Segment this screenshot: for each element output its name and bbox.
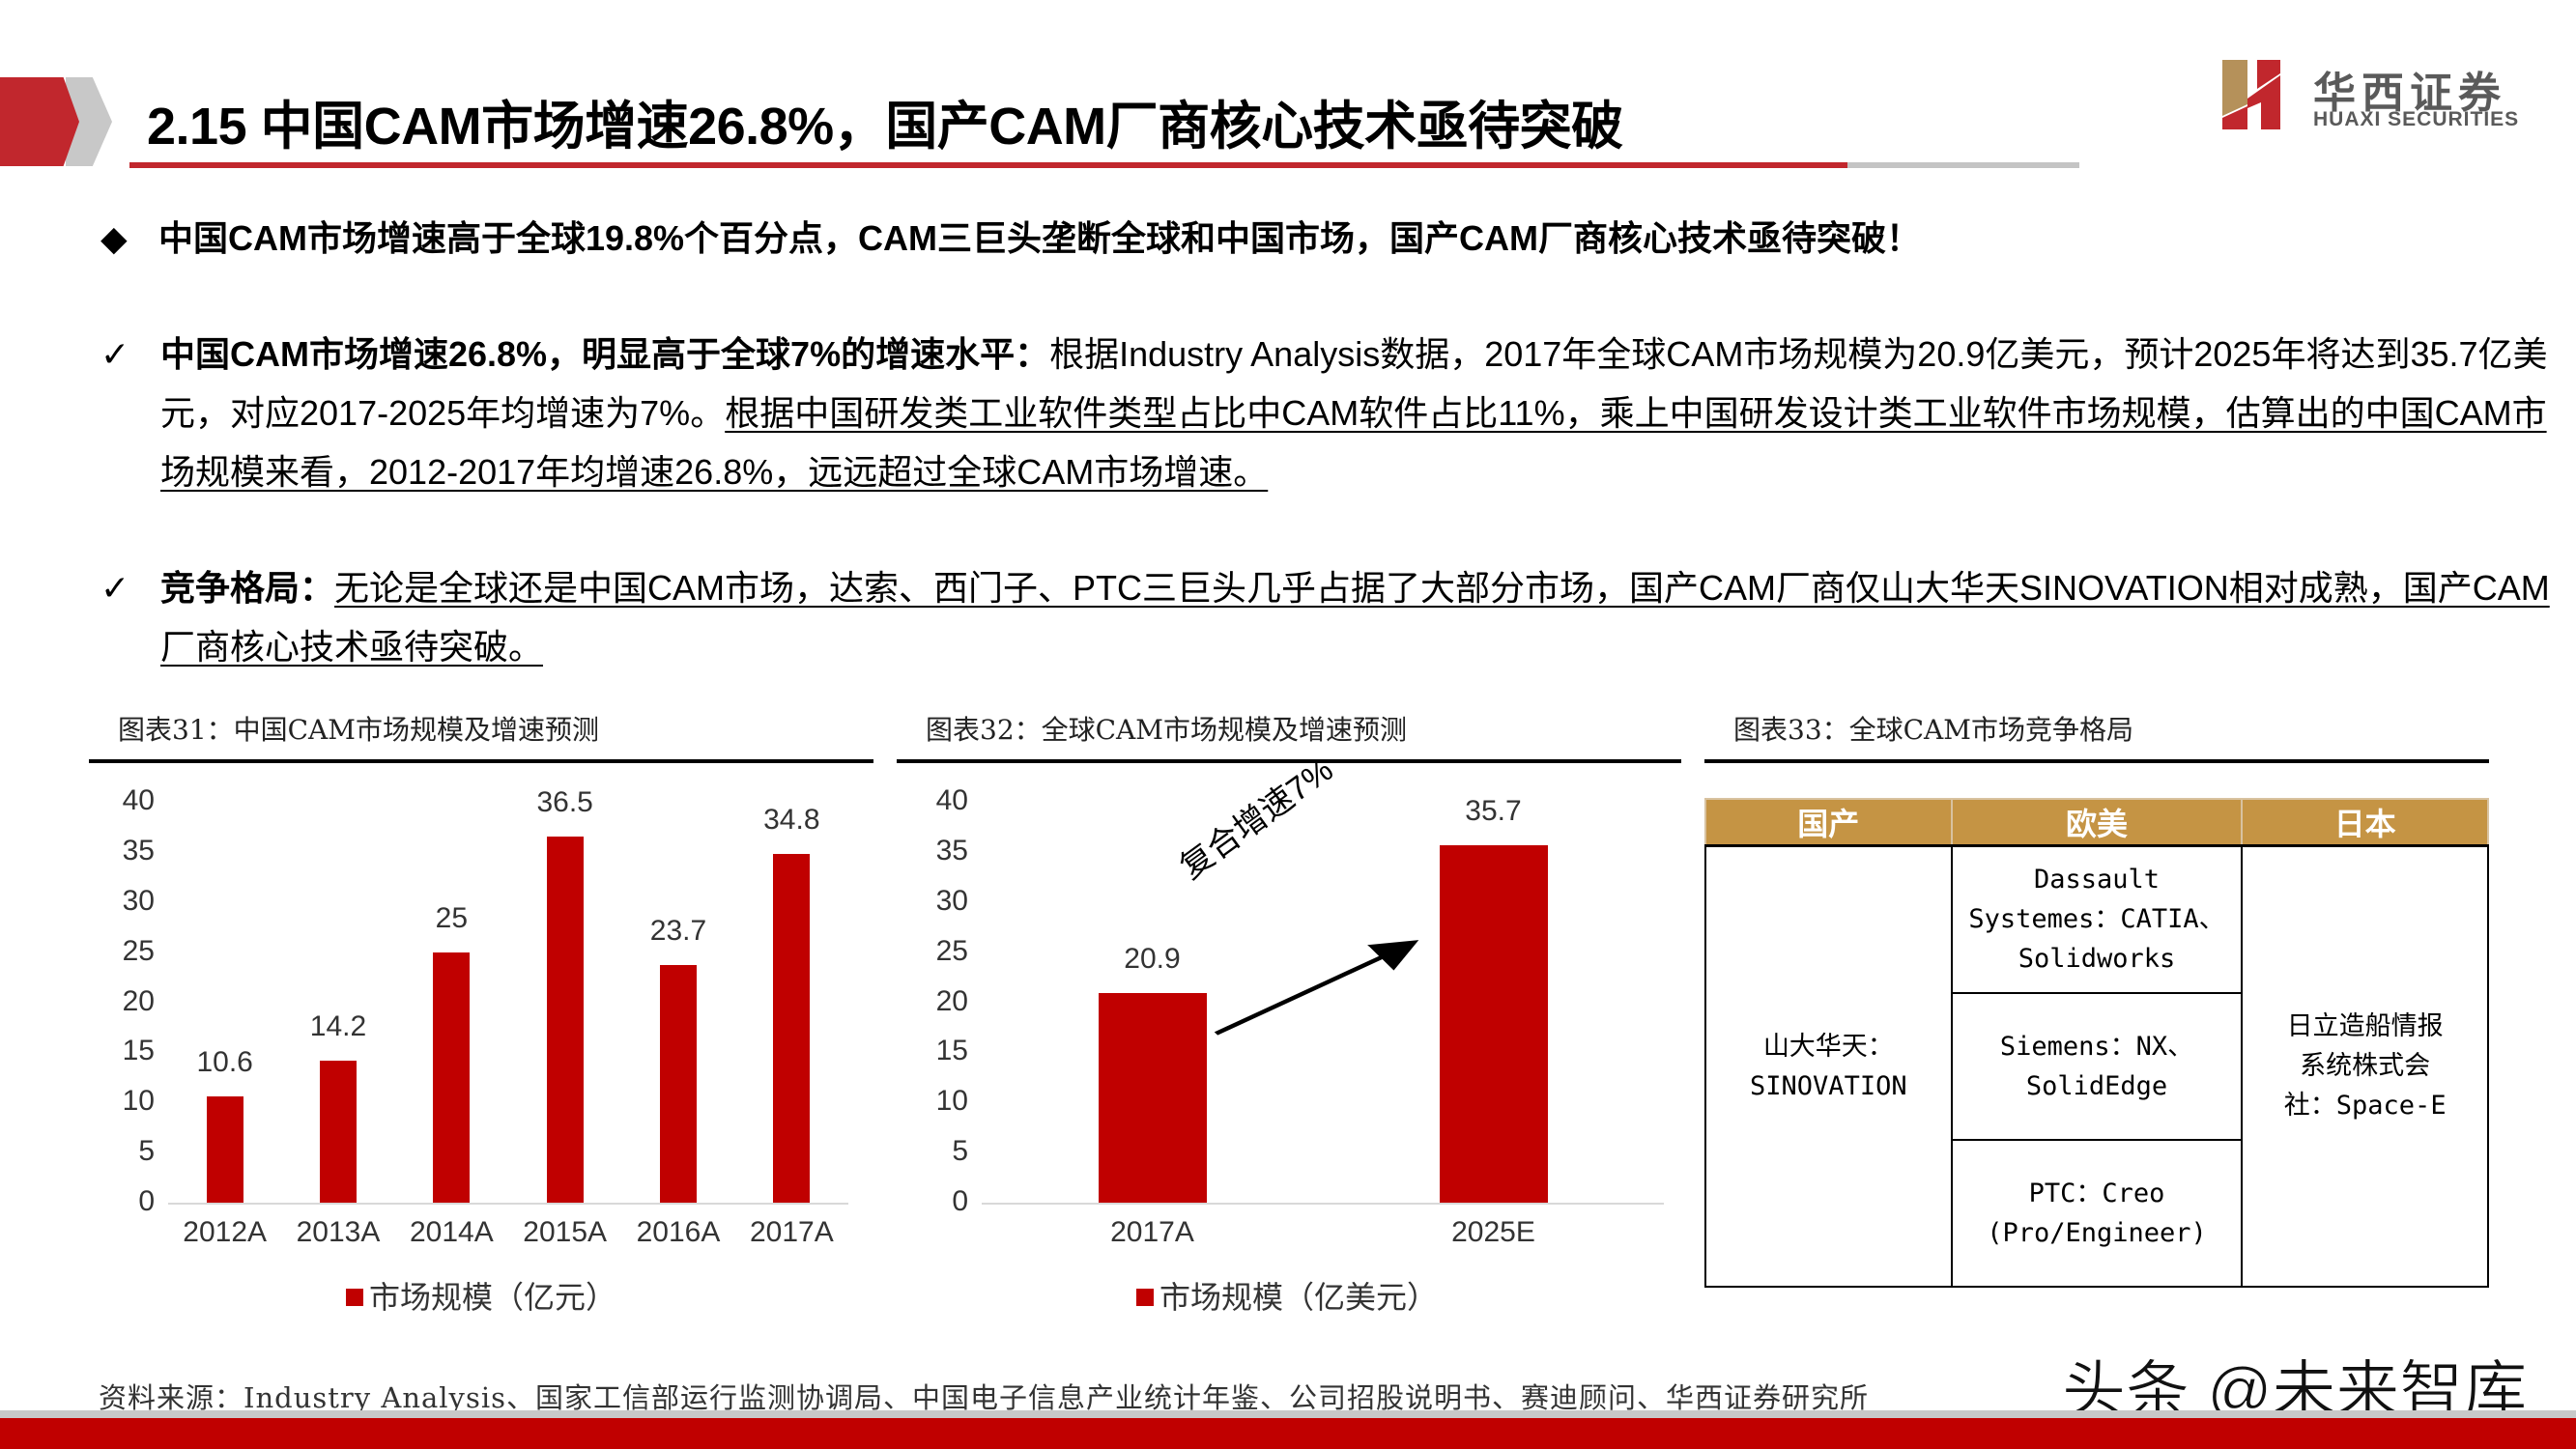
point-1-body: 根据Industry Analysis数据，2017年全球CAM市场规模为20.… — [160, 334, 2548, 433]
bar — [320, 1060, 357, 1203]
bar — [660, 965, 697, 1203]
value-label: 14.2 — [309, 1009, 367, 1042]
bar — [1439, 844, 1548, 1203]
bar — [206, 1096, 243, 1203]
competition-table: 国产 欧美 日本 山大华天： SINOVATION Dassault Systeme… — [1704, 798, 2489, 1288]
value-label: 25 — [435, 901, 469, 934]
value-label: 35.7 — [1465, 794, 1522, 827]
page-title: 2.15 中国CAM市场增速26.8%，国产CAM厂商核心技术亟待突破 — [147, 98, 1623, 156]
value-label: 20.9 — [1124, 943, 1181, 976]
y-tick-label: 15 — [122, 1035, 155, 1067]
check-icon: ✓ — [100, 568, 130, 608]
x-axis-line — [168, 1203, 848, 1205]
bar — [546, 837, 584, 1203]
y-tick-label: 0 — [952, 1185, 968, 1217]
cell-japan: 日立造船情报 系统株式会 社：Space-E — [2241, 844, 2489, 1288]
y-tick-label: 20 — [935, 984, 968, 1017]
logo-en-text: HUAXI SECURITIES — [2313, 108, 2520, 130]
logo-cn-text: 华西证券 — [2313, 69, 2506, 118]
lead-statement: ◆ 中国CAM市场增速高于全球19.8%个百分点，CAM三巨头垄断全球和中国市场，… — [100, 211, 1921, 261]
chart-31-legend: 市场规模（亿元） — [346, 1273, 616, 1318]
value-label: 10.6 — [196, 1046, 253, 1079]
col-western: 欧美 — [1950, 798, 2244, 847]
cell-dassault: Dassault Systemes：CATIA、 Solidworks — [1950, 844, 2244, 994]
chart-32-panel: 图表32：全球CAM市场规模及增速预测 0 5 10 15 20 25 30 35 40 20.9… — [897, 696, 1681, 1323]
bar — [773, 853, 811, 1203]
cell-siemens: Siemens：NX、 SolidEdge — [1950, 991, 2244, 1141]
y-tick-label: 40 — [935, 784, 968, 816]
col-domestic: 国产 — [1704, 798, 1953, 847]
col-japan: 日本 — [2241, 798, 2489, 847]
chart-31-title: 图表31：中国CAM市场规模及增速预测 — [118, 714, 599, 746]
header-chevron-red — [0, 77, 79, 166]
y-tick-label: 40 — [122, 784, 155, 816]
x-tick-label: 2025E — [1451, 1216, 1535, 1248]
x-tick-label: 2012A — [183, 1216, 268, 1248]
x-tick-label: 2017A — [1110, 1216, 1194, 1248]
point-1-heading: 中国CAM市场增速26.8%，明显高于全球7%的增速水平： — [160, 334, 1050, 374]
diamond-bullet-icon: ◆ — [100, 218, 128, 258]
y-tick-label: 5 — [138, 1135, 155, 1168]
huaxi-logo: 华西证券 HUAXI SECURITIES — [2218, 56, 2547, 133]
footer-band-grey — [0, 1410, 2576, 1418]
check-icon: ✓ — [100, 334, 130, 374]
chart-33-panel: 图表33：全球CAM市场竞争格局 — [1704, 696, 2489, 792]
chart-32-legend: 市场规模（亿美元） — [1136, 1273, 1438, 1318]
growth-arrow-icon — [1214, 940, 1419, 1036]
point-2-heading: 竞争格局： — [160, 568, 335, 608]
value-label: 36.5 — [536, 786, 593, 819]
y-tick-label: 30 — [122, 884, 155, 917]
legend-swatch — [1136, 1289, 1154, 1306]
chart-31-bars: 0 5 10 15 20 25 30 35 40 10.6 2012A 14.2 2013A 25 2014… — [89, 696, 873, 1323]
chart-32-title: 图表32：全球CAM市场规模及增速预测 — [926, 714, 1407, 746]
footer-band-red — [0, 1418, 2576, 1449]
huaxi-logo-icon — [2222, 60, 2280, 129]
y-tick-label: 20 — [122, 984, 155, 1017]
bar — [1098, 993, 1207, 1203]
x-axis-line — [982, 1203, 1664, 1205]
y-tick-label: 35 — [122, 834, 155, 867]
y-tick-label: 15 — [935, 1035, 968, 1067]
cell-ptc: PTC：Creo (Pro/Engineer) — [1950, 1138, 2244, 1288]
y-tick-label: 25 — [935, 934, 968, 967]
chart-31-panel: 图表31：中国CAM市场规模及增速预测 0 5 10 15 20 25 30 35 40 10.6… — [89, 696, 873, 1323]
lead-text: 中国CAM市场增速高于全球19.8%个百分点，CAM三巨头垄断全球和中国市场，国… — [158, 218, 1922, 258]
x-tick-label: 2016A — [636, 1216, 721, 1248]
title-underline-red — [129, 162, 1847, 168]
y-tick-label: 35 — [935, 834, 968, 867]
source-note: 资料来源：Industry Analysis、国家工信部运行监测协调局、中国电子… — [99, 1381, 1869, 1414]
cell-domestic: 山大华天： SINOVATION — [1704, 844, 1953, 1288]
y-tick-label: 0 — [138, 1185, 155, 1217]
point-2-underlined: 无论是全球还是中国CAM市场，达索、西门子、PTC三巨头几乎占据了大部分市场，国… — [160, 568, 2550, 667]
value-label: 34.8 — [763, 803, 820, 836]
y-tick-label: 5 — [952, 1135, 968, 1168]
bar — [433, 952, 471, 1203]
chart-33-rule — [1704, 759, 2489, 763]
chart-32-rule — [897, 759, 1681, 763]
title-underline-grey — [1847, 162, 2079, 168]
value-label: 23.7 — [649, 915, 707, 948]
chart-31-rule — [89, 759, 873, 763]
chart-32-bars: 0 5 10 15 20 25 30 35 40 20.9 2017A 35.7 2025E — [897, 696, 1681, 1323]
y-tick-label: 10 — [935, 1085, 968, 1118]
point-1-underlined: 根据中国研发类工业软件类型占比中CAM软件占比11%，乘上中国研发设计类工业软件… — [160, 393, 2547, 492]
x-tick-label: 2015A — [523, 1216, 608, 1248]
x-tick-label: 2014A — [409, 1216, 494, 1248]
y-tick-label: 10 — [122, 1085, 155, 1118]
x-tick-label: 2013A — [296, 1216, 381, 1248]
legend-swatch — [346, 1289, 363, 1306]
chart-33-title: 图表33：全球CAM市场竞争格局 — [1733, 714, 2133, 746]
y-tick-label: 30 — [935, 884, 968, 917]
x-tick-label: 2017A — [749, 1216, 834, 1248]
y-tick-label: 25 — [122, 934, 155, 967]
